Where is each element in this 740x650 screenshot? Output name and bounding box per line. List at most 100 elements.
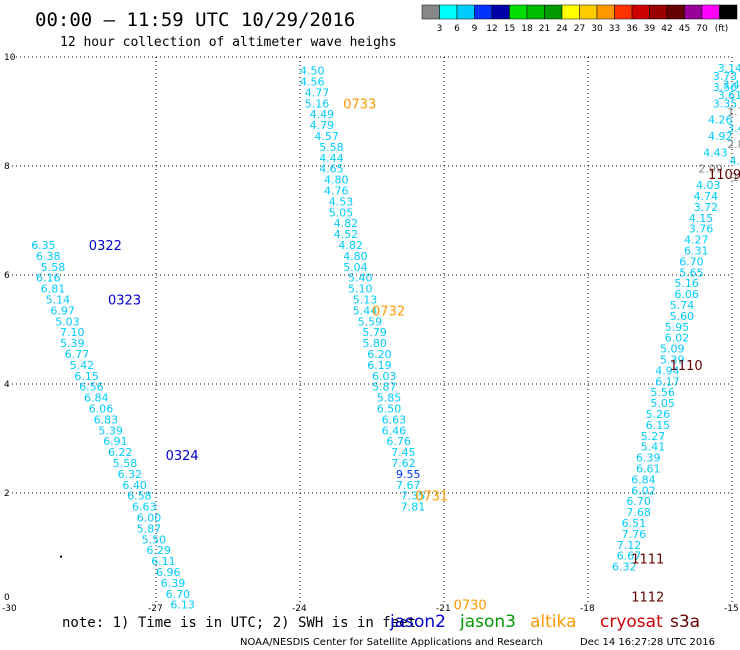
colorbar-swatch xyxy=(421,4,440,20)
colorbar-swatch xyxy=(439,4,458,20)
colorbar-swatch xyxy=(631,4,650,20)
swh-point: 6.56 xyxy=(79,381,104,394)
swh-point: 7.76 xyxy=(622,528,647,541)
swh-point: 6.70 xyxy=(166,588,191,601)
x-tick-label: -24 xyxy=(292,604,307,614)
x-tick-label: -27 xyxy=(148,604,163,614)
x-axis-ticks: -30 -27 -24 -21 -18 -15 xyxy=(2,604,739,614)
swh-point: 7.35 xyxy=(401,490,426,503)
swh-point: 4.49 xyxy=(310,108,335,121)
swh-point: 9.55 xyxy=(396,468,421,481)
colorbar-swatch xyxy=(649,4,668,20)
swh-point: 5.58 xyxy=(41,261,66,274)
swh-point: 6.02 xyxy=(631,484,656,497)
y-tick-label: 8 xyxy=(4,162,10,172)
legend-s3a: s3a xyxy=(670,612,700,632)
pass-time-label: 1111 xyxy=(631,552,664,567)
swh-point: 5.27 xyxy=(641,430,666,443)
swh-point: 3.72 xyxy=(694,201,719,214)
swh-point: 5.85 xyxy=(377,392,402,405)
swh-point: 5.09 xyxy=(660,343,685,356)
y-axis-ticks: 0 2 4 6 8 10 xyxy=(4,53,16,603)
swh-point: 6.38 xyxy=(36,250,61,263)
colorbar-label: 42 xyxy=(661,24,672,34)
swh-point: 5.39 xyxy=(98,424,123,437)
swh-point: 4.03 xyxy=(696,179,721,192)
colorbar-swatch xyxy=(491,4,510,20)
swh-point: 6.91 xyxy=(103,435,128,448)
colorbar-swatch xyxy=(701,4,720,20)
swh-point: 4.57 xyxy=(314,130,339,143)
swh-point: 6.76 xyxy=(386,435,411,448)
swh-point: 3.47 xyxy=(722,78,740,91)
swh-point: 5.79 xyxy=(362,326,387,339)
colorbar-swatch xyxy=(596,4,615,20)
swh-point: 7.68 xyxy=(626,506,651,519)
swh-point: 5.95 xyxy=(665,321,690,334)
swh-point: 6.19 xyxy=(367,359,392,372)
swh-point: 6.63 xyxy=(382,413,407,426)
colorbar-unit: (ft) xyxy=(715,24,729,34)
swh-point: 5.16 xyxy=(674,277,699,290)
swh-point: 6.16 xyxy=(36,272,61,285)
swh-point: 4.53 xyxy=(329,195,354,208)
swh-point: 5.87 xyxy=(372,381,397,394)
legend-jason3: jason3 xyxy=(459,612,516,632)
colorbar-label: 36 xyxy=(626,24,638,34)
swh-point: 4.76 xyxy=(324,185,349,198)
swh-point: 6.84 xyxy=(631,473,656,486)
swh-point: 6.77 xyxy=(65,348,90,361)
swh-point: 6.63 xyxy=(132,501,157,514)
colorbar-swatch xyxy=(544,4,563,20)
chart-title: 00:00 – 11:59 UTC 10/29/2016 xyxy=(35,9,355,31)
swh-point: 3.35 xyxy=(713,97,738,110)
swh-point: 5.74 xyxy=(670,299,695,312)
swh-point: 7.10 xyxy=(60,326,85,339)
swh-point: 6.35 xyxy=(31,239,56,252)
swh-point: 6.11 xyxy=(151,555,176,568)
swh-point: 5.58 xyxy=(113,457,138,470)
x-tick-label: -21 xyxy=(436,604,451,614)
swh-point: 4.27 xyxy=(684,234,709,247)
x-tick-label: -18 xyxy=(580,604,595,614)
colorbar-swatch xyxy=(474,4,493,20)
swh-point: 6.40 xyxy=(122,479,146,492)
swh-point: 4.15 xyxy=(689,212,714,225)
swh-point: 6.61 xyxy=(636,462,661,475)
y-tick-label: 4 xyxy=(4,380,10,390)
swh-point: 6.70 xyxy=(626,495,651,508)
swh-point: 3.73 xyxy=(713,70,738,83)
colorbar-label: 30 xyxy=(591,24,603,34)
swh-point: 7.67 xyxy=(396,479,421,492)
swh-point: 6.29 xyxy=(146,544,171,557)
swh-point: 5.13 xyxy=(353,294,378,307)
swh-point: 6.81 xyxy=(41,283,66,296)
stray-mark xyxy=(60,555,62,558)
colorbar-label: 9 xyxy=(472,24,478,34)
colorbar-label: 6 xyxy=(454,24,460,34)
swh-point: 6.17 xyxy=(655,375,680,388)
colorbar-label: 21 xyxy=(539,24,550,34)
colorbar-swatch xyxy=(509,4,528,20)
swh-point: 5.80 xyxy=(362,337,387,350)
swh-point: 4.44 xyxy=(319,152,344,165)
swh-point: 4.52 xyxy=(334,228,359,241)
swh-point: 3.61 xyxy=(718,89,740,102)
swh-point: 6.13 xyxy=(170,599,195,612)
swh-point: 6.67 xyxy=(617,550,642,563)
swh-point: 6.58 xyxy=(127,490,152,503)
swh-point: 6.32 xyxy=(612,561,637,574)
swh-point: 6.96 xyxy=(156,566,181,579)
grid-lines xyxy=(12,56,733,602)
colorbar-label: 70 xyxy=(696,24,708,34)
swh-point: 6.00 xyxy=(137,512,162,525)
swh-point: 7.81 xyxy=(401,501,426,514)
swh-point: 4.26 xyxy=(708,114,733,127)
pass-time-label: 0733 xyxy=(343,97,376,112)
swh-point: 5.39 xyxy=(660,353,685,366)
swh-point: 6.32 xyxy=(118,468,143,481)
swh-point: 2.99 xyxy=(698,163,723,176)
swh-point: 7.12 xyxy=(617,539,642,552)
swh-point: 5.56 xyxy=(650,386,675,399)
